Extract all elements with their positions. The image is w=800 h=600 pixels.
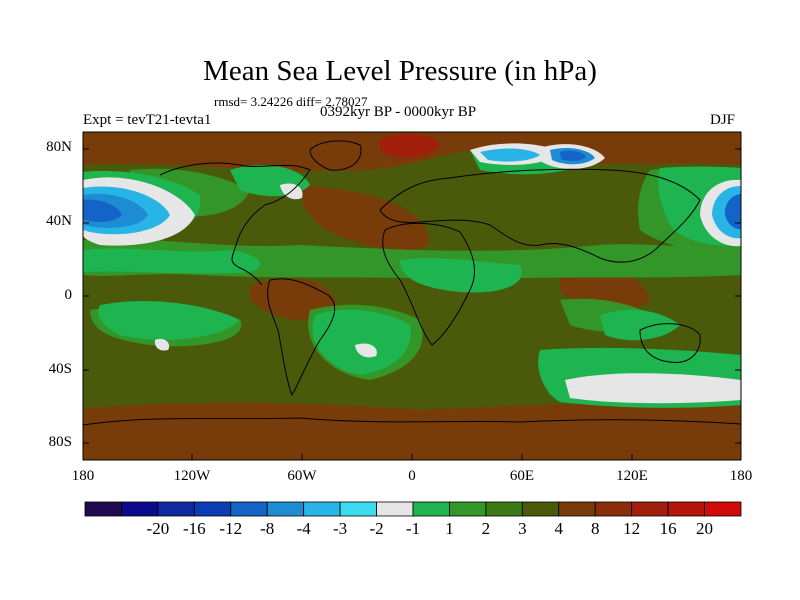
pressure-field	[83, 132, 741, 460]
x-tick-label-120e: 120E	[616, 468, 648, 484]
colorbar-label: 2	[481, 519, 491, 538]
siberia-blue-core	[560, 150, 586, 162]
y-tick-label-80n: 80N	[46, 139, 72, 155]
colorbar-box	[266, 501, 305, 517]
equatorial-pacific-light	[83, 248, 261, 274]
colorbar-label: -20	[146, 519, 170, 538]
y-tick-label-40n: 40N	[46, 213, 72, 229]
southern-positive-band	[83, 402, 741, 460]
colorbar-label: 3	[518, 519, 527, 538]
colorbar-label: -2	[369, 519, 384, 538]
arctic-high-patch	[380, 133, 440, 158]
greenland-coast	[309, 140, 362, 171]
colorbar-label: -4	[296, 519, 311, 538]
colorbar-box	[193, 501, 232, 517]
colorbar-box	[485, 501, 523, 517]
aleutian-blue-core-west	[83, 199, 122, 223]
colorbar-box	[412, 501, 450, 517]
colorbar-box	[157, 501, 195, 517]
south-pacific-light	[98, 300, 241, 340]
rmsd-diff-stats: rmsd= 3.24226 diff= 2.78027	[214, 94, 368, 109]
eurasia-coast	[379, 168, 701, 263]
north-america-coast	[159, 162, 311, 286]
colorbar-label: 1	[445, 519, 454, 538]
colorbar-box	[121, 501, 159, 517]
y-tick-label-0: 0	[64, 287, 73, 303]
south-atlantic-light	[312, 309, 411, 375]
colorbar-label: 16	[659, 519, 677, 538]
aleutian-blue-core-east	[724, 194, 741, 230]
colorbar-box	[303, 501, 341, 517]
colorbar-label: 4	[554, 519, 564, 538]
australia-coast	[639, 323, 701, 363]
map-title: Mean Sea Level Pressure (in hPa)	[203, 55, 597, 87]
maritime-continent-light	[600, 309, 680, 341]
y-tick-label-80s: 80S	[48, 434, 72, 450]
x-tick-label-180w: 180	[71, 468, 95, 484]
african-light	[400, 258, 522, 293]
season-label: DJF	[710, 112, 736, 128]
y-tick-label-40s: 40S	[48, 361, 72, 377]
colorbar-box	[230, 501, 268, 517]
antarctica-coast	[83, 417, 741, 426]
period-label: 0392kyr BP - 0000kyr BP	[320, 104, 477, 120]
colorbar-box	[84, 501, 122, 517]
y-ticks	[83, 148, 741, 444]
colorbar-box	[339, 501, 377, 517]
africa-coast	[382, 222, 476, 346]
colorbar-box	[667, 501, 705, 517]
colorbar-box	[558, 501, 596, 517]
atlantic-positive-patch	[300, 185, 430, 252]
colorbar-label: -8	[260, 519, 275, 538]
colorbar-label: -1	[405, 519, 421, 538]
south-america-coast	[267, 278, 336, 397]
colorbar-box	[631, 501, 669, 517]
colorbar-box	[521, 501, 560, 517]
experiment-label: Expt = tevT21-tevta1	[83, 112, 212, 128]
coastlines	[83, 140, 741, 426]
colorbar-box	[449, 501, 487, 517]
south-atlantic-white	[355, 343, 377, 358]
colorbar	[84, 501, 742, 517]
x-tick-label-120w: 120W	[173, 468, 211, 484]
colorbar-label: 8	[590, 519, 600, 538]
arctic-blue-outer	[480, 148, 540, 162]
colorbar-box	[704, 501, 742, 517]
colorbar-label: -3	[333, 519, 348, 538]
colorbar-box	[376, 501, 414, 517]
x-tick-label-60w: 60W	[287, 468, 317, 484]
colorbar-label: -16	[182, 519, 206, 538]
x-tick-label-0: 0	[408, 468, 416, 484]
colorbar-label: -12	[219, 519, 243, 538]
south-pacific-white	[154, 338, 170, 351]
x-tick-label-180e: 180	[729, 468, 753, 484]
colorbar-box	[594, 501, 633, 517]
south-indian-white	[565, 373, 741, 404]
colorbar-label: 12	[623, 519, 641, 538]
x-tick-label-60e: 60E	[509, 468, 535, 484]
colorbar-label: 20	[696, 519, 714, 538]
x-ticks	[82, 454, 742, 460]
